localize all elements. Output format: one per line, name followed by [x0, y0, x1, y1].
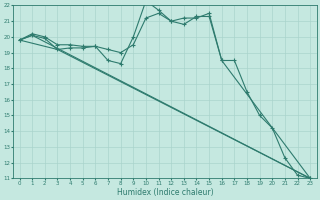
X-axis label: Humidex (Indice chaleur): Humidex (Indice chaleur): [116, 188, 213, 197]
